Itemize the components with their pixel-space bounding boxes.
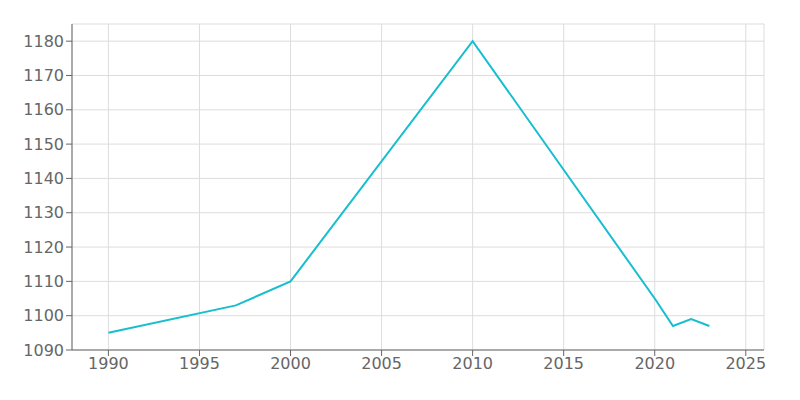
- svg-text:1990: 1990: [88, 354, 129, 373]
- svg-text:1130: 1130: [23, 203, 64, 222]
- svg-text:2025: 2025: [725, 354, 766, 373]
- svg-text:2000: 2000: [270, 354, 311, 373]
- svg-text:1160: 1160: [23, 100, 64, 119]
- svg-text:1150: 1150: [23, 135, 64, 154]
- svg-text:1995: 1995: [179, 354, 220, 373]
- svg-text:1100: 1100: [23, 306, 64, 325]
- svg-text:1110: 1110: [23, 272, 64, 291]
- svg-text:1170: 1170: [23, 66, 64, 85]
- svg-text:2005: 2005: [361, 354, 402, 373]
- svg-text:1120: 1120: [23, 238, 64, 257]
- svg-text:2015: 2015: [543, 354, 584, 373]
- svg-text:2010: 2010: [452, 354, 493, 373]
- svg-text:1140: 1140: [23, 169, 64, 188]
- svg-text:2020: 2020: [634, 354, 675, 373]
- svg-text:1090: 1090: [23, 341, 64, 360]
- svg-text:1180: 1180: [23, 32, 64, 51]
